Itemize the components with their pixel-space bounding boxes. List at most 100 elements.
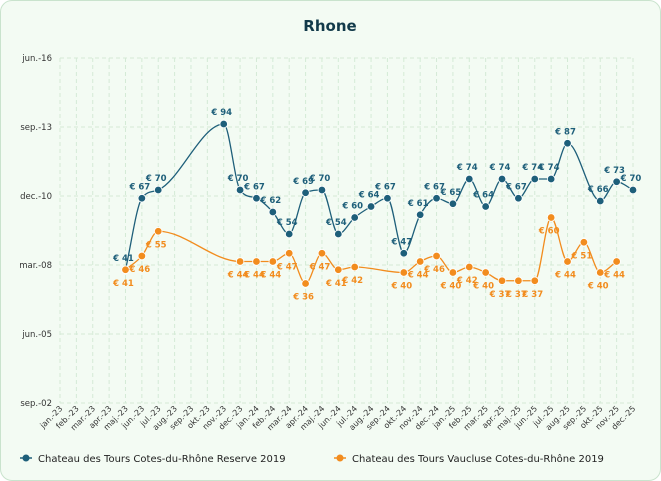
series-1: € 41€ 67€ 70€ 94€ 70€ 67€ 62€ 54€ 69€ 70… bbox=[112, 108, 641, 274]
data-label: € 40 bbox=[472, 282, 494, 292]
data-label: € 74 bbox=[456, 163, 478, 173]
data-point[interactable] bbox=[366, 202, 376, 211]
data-point[interactable] bbox=[448, 199, 458, 208]
data-label: € 36 bbox=[292, 293, 314, 303]
data-point[interactable] bbox=[334, 265, 343, 274]
data-point[interactable] bbox=[154, 185, 163, 195]
data-point[interactable] bbox=[285, 229, 294, 239]
data-point[interactable] bbox=[563, 139, 572, 148]
data-point[interactable] bbox=[121, 265, 130, 274]
data-point[interactable] bbox=[399, 249, 408, 258]
data-point[interactable] bbox=[497, 276, 507, 285]
data-point[interactable] bbox=[415, 210, 425, 219]
legend-item-2[interactable]: Chateau des Tours Vaucluse Cotes-du-Rhôn… bbox=[334, 453, 604, 465]
data-label: € 64 bbox=[358, 191, 380, 201]
data-point[interactable] bbox=[628, 185, 638, 195]
data-point[interactable] bbox=[383, 194, 392, 203]
data-label: € 47 bbox=[276, 262, 298, 272]
data-point[interactable] bbox=[285, 249, 294, 258]
data-label: € 74 bbox=[538, 163, 560, 173]
y-tick-label: sep.-13 bbox=[20, 123, 52, 133]
data-label: € 70 bbox=[227, 174, 249, 184]
data-label: € 70 bbox=[309, 174, 331, 184]
data-label: € 61 bbox=[407, 199, 429, 209]
data-point[interactable] bbox=[563, 257, 572, 266]
data-label: € 54 bbox=[325, 218, 347, 228]
y-tick-label: jun.-16 bbox=[21, 54, 52, 64]
legend[interactable]: Chateau des Tours Cotes-du-Rhône Reserve… bbox=[20, 453, 604, 465]
y-tick-label: jun.-05 bbox=[21, 330, 52, 340]
data-point[interactable] bbox=[465, 174, 474, 184]
data-point[interactable] bbox=[301, 188, 310, 197]
data-point[interactable] bbox=[514, 276, 523, 285]
data-point[interactable] bbox=[399, 268, 408, 277]
data-label: € 40 bbox=[440, 282, 462, 292]
data-label: € 51 bbox=[571, 251, 593, 261]
data-point[interactable] bbox=[530, 276, 539, 285]
data-label: € 47 bbox=[390, 237, 412, 247]
legend-marker bbox=[336, 454, 344, 462]
data-point[interactable] bbox=[350, 262, 359, 272]
data-label: € 44 bbox=[603, 271, 625, 281]
data-point[interactable] bbox=[432, 194, 441, 203]
data-label: € 44 bbox=[259, 271, 281, 281]
data-label: € 60 bbox=[341, 202, 363, 212]
data-point[interactable] bbox=[235, 185, 245, 195]
data-label: € 74 bbox=[489, 163, 511, 173]
data-point[interactable] bbox=[596, 196, 605, 206]
data-point[interactable] bbox=[514, 194, 523, 203]
data-point[interactable] bbox=[301, 279, 310, 288]
data-point[interactable] bbox=[481, 202, 490, 211]
data-label: € 70 bbox=[145, 174, 167, 184]
data-point[interactable] bbox=[546, 174, 556, 184]
data-label: € 65 bbox=[440, 188, 462, 198]
data-label: € 41 bbox=[112, 279, 134, 289]
data-point[interactable] bbox=[137, 251, 147, 261]
data-point[interactable] bbox=[235, 257, 245, 266]
data-label: € 67 bbox=[423, 182, 445, 192]
legend-marker bbox=[22, 454, 30, 462]
data-point[interactable] bbox=[546, 213, 556, 222]
data-point[interactable] bbox=[612, 257, 621, 266]
data-point[interactable] bbox=[448, 268, 458, 277]
data-point[interactable] bbox=[530, 174, 539, 184]
data-point[interactable] bbox=[137, 194, 147, 203]
data-label: € 67 bbox=[129, 182, 151, 192]
data-label: € 42 bbox=[456, 276, 478, 286]
data-point[interactable] bbox=[317, 249, 327, 258]
series: € 41€ 67€ 70€ 94€ 70€ 67€ 62€ 54€ 69€ 70… bbox=[112, 108, 641, 303]
data-point[interactable] bbox=[252, 194, 261, 203]
data-point[interactable] bbox=[317, 185, 327, 195]
data-point[interactable] bbox=[497, 174, 507, 184]
data-label: € 60 bbox=[538, 227, 560, 237]
data-label: € 46 bbox=[129, 265, 151, 275]
data-label: € 46 bbox=[423, 265, 445, 275]
y-tick-label: dec.-10 bbox=[20, 192, 52, 202]
data-point[interactable] bbox=[252, 257, 261, 266]
data-point[interactable] bbox=[481, 268, 490, 277]
legend-label: Chateau des Tours Cotes-du-Rhône Reserve… bbox=[38, 453, 286, 465]
data-point[interactable] bbox=[268, 257, 278, 266]
data-label: € 44 bbox=[554, 271, 576, 281]
data-point[interactable] bbox=[154, 227, 163, 236]
data-point[interactable] bbox=[465, 262, 474, 272]
data-label: € 94 bbox=[210, 108, 232, 118]
data-point[interactable] bbox=[596, 268, 605, 277]
y-tick-label: sep.-02 bbox=[20, 399, 52, 409]
legend-item-1[interactable]: Chateau des Tours Cotes-du-Rhône Reserve… bbox=[20, 453, 286, 465]
data-point[interactable] bbox=[612, 177, 621, 186]
data-point[interactable] bbox=[579, 238, 589, 247]
data-label: € 74 bbox=[521, 163, 543, 173]
data-point[interactable] bbox=[350, 213, 359, 222]
data-label: € 67 bbox=[243, 182, 265, 192]
data-point[interactable] bbox=[334, 229, 343, 239]
data-label: € 87 bbox=[554, 127, 576, 137]
data-label: € 37 bbox=[521, 290, 543, 300]
data-point[interactable] bbox=[219, 119, 228, 129]
data-label: € 37 bbox=[489, 290, 511, 300]
data-label: € 67 bbox=[374, 182, 396, 192]
data-point[interactable] bbox=[415, 257, 425, 266]
data-label: € 41 bbox=[325, 279, 347, 289]
data-point[interactable] bbox=[268, 207, 278, 217]
data-point[interactable] bbox=[432, 251, 441, 261]
